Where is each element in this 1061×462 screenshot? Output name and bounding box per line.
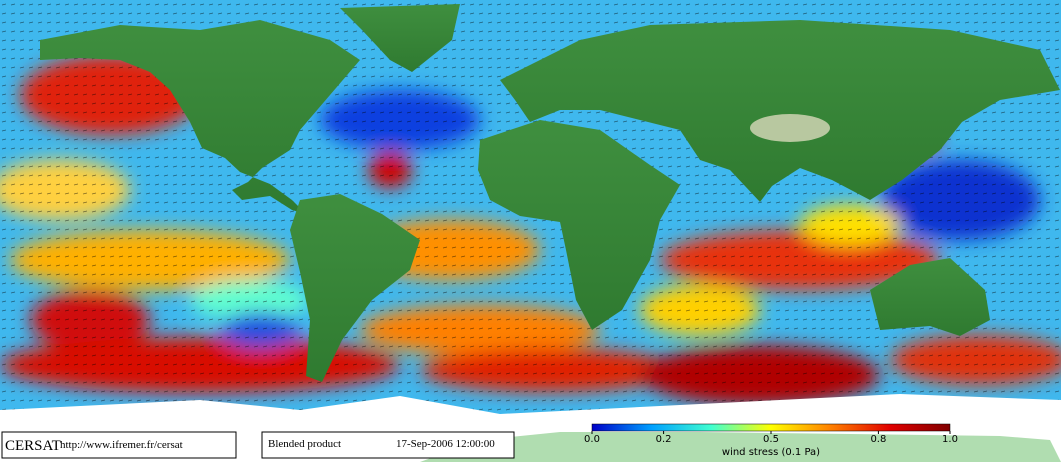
colorbar-tick-label: 0.0 [584, 434, 600, 445]
antarctica [0, 394, 1061, 432]
logo: CERSAT [5, 438, 61, 454]
south-america [290, 194, 420, 382]
logo-box [1, 431, 237, 459]
tibet [750, 114, 830, 142]
date: 17-Sep-2006 12:00:00 [396, 438, 495, 450]
colorbar-tick-label: 0.2 [656, 434, 672, 445]
colorbar-label: wind stress (0.1 Pa) [722, 447, 820, 458]
colorbar-tick-label: 1.0 [942, 434, 958, 445]
colorbar: 0.0 0.2 0.5 0.8 1.0 wind stress (0.1 Pa) [584, 423, 958, 458]
colorbar-tick-label: 0.5 [763, 434, 779, 445]
north-america [40, 20, 360, 214]
land [40, 4, 1060, 382]
colorbar-ramp [591, 423, 951, 432]
url: http://www.ifremer.fr/cersat [60, 439, 183, 451]
colorbar-tick-label: 0.8 [870, 434, 886, 445]
antarctica-relief [420, 432, 1061, 462]
greenland [340, 4, 460, 72]
africa [478, 120, 680, 330]
eurasia [500, 20, 1060, 202]
australia [870, 258, 990, 336]
product-box [261, 431, 515, 459]
product: Blended product [268, 438, 341, 450]
